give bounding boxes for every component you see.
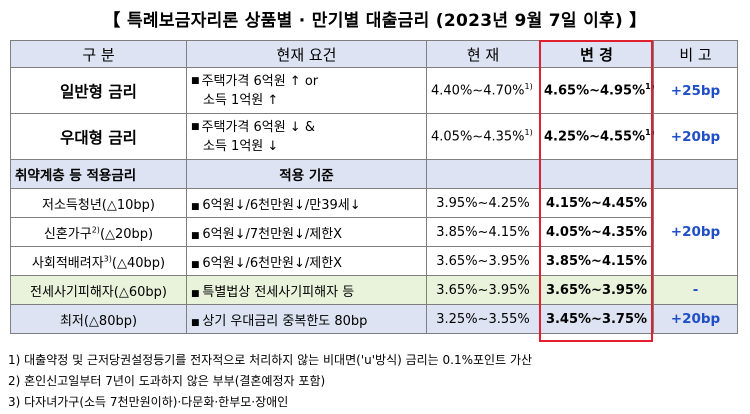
footnotes: 1) 대출약정 및 근저당권설정등기를 전자적으로 처리하지 않는 비대면('u… [8,350,532,413]
bullet-icon: ■ [191,317,203,328]
vulnerable-current: 3.25%~3.55% [426,304,540,334]
vulnerable-changed: 3.85%~4.15% [539,246,654,276]
bullet-icon: ■ [191,75,200,86]
vulnerable-group-diff: +20bp [653,188,738,276]
vulnerable-row: 사회적배려자3)(△40bp) ■ 6억원↓/6천만원↓/제한X 3.65%~3… [10,246,738,276]
vulnerable-header-criteria: 적용 기준 [186,159,427,189]
vulnerable-row: 저소득청년(△10bp) ■ 6억원↓/6천만원↓/만39세↓ 3.95%~4.… [10,188,738,276]
header-changed: 변 경 [539,40,654,68]
general-changed: 4.65%~4.95%1) [539,67,654,114]
row-general: 일반형 금리 ■ 주택가격 6억원 ↑ or 소득 1억원 ↑ 4.40%~4.7… [10,67,738,114]
vulnerable-row: 신혼가구2)(△20bp) ■ 6억원↓/7천만원↓/제한X 3.85%~4.1… [10,217,738,247]
preferential-name: 우대형 금리 [10,113,187,160]
general-condition: ■ 주택가격 6억원 ↑ or 소득 1억원 ↑ [186,67,427,114]
page-title: 【 특례보금자리론 상품별 · 만기별 대출금리 (2023년 9월 7일 이후… [103,11,647,31]
vulnerable-diff: +20bp [653,304,738,334]
preferential-current: 4.05%~4.35%1) [426,113,540,160]
preferential-condition: ■ 주택가격 6억원 ↓ & 소득 1억원 ↓ [186,113,427,160]
vulnerable-condition: ■ 6억원↓/6천만원↓/만39세↓ [186,188,427,218]
header-compare: 비 고 [653,40,738,68]
vulnerable-name: 사회적배려자3)(△40bp) [10,246,187,276]
vulnerable-changed: 3.65%~3.95% [539,275,654,305]
row-preferential: 우대형 금리 ■ 주택가격 6억원 ↓ & 소득 1억원 ↓ 4.05%~4.35… [10,113,738,160]
footnote: 3) 다자녀가구(소득 7천만원이하)·다문화·한부모·장애인 [8,395,289,409]
vulnerable-row-lowest: 최저(△80bp) ■ 상기 우대금리 중복한도 80bp 3.25%~3.55… [10,304,738,334]
general-current: 4.40%~4.70%1) [426,67,540,114]
vulnerable-row-fraud: 전세사기피해자(△60bp) ■ 특별법상 전세사기피해자 등 3.65%~3.… [10,275,738,305]
bullet-icon: ■ [191,259,203,270]
header-condition: 현재 요건 [186,40,427,68]
vulnerable-changed: 4.15%~4.45% [539,188,654,218]
vulnerable-current: 3.95%~4.25% [426,188,540,218]
footnote: 2) 혼인신고일부터 7년이 도과하지 않은 부부(결혼예정자 포함) [8,374,326,388]
general-name: 일반형 금리 [10,67,187,114]
vulnerable-current: 3.65%~3.95% [426,246,540,276]
vulnerable-header-name: 취약계층 등 적용금리 [10,159,187,189]
vulnerable-diff: - [653,275,738,305]
vulnerable-name: 전세사기피해자(△60bp) [10,275,187,305]
header-category: 구 분 [10,40,187,68]
bullet-icon: ■ [191,230,203,241]
vulnerable-name: 최저(△80bp) [10,304,187,334]
vulnerable-condition: ■ 6억원↓/6천만원↓/제한X [186,246,427,276]
preferential-changed: 4.25%~4.55%1) [539,113,654,160]
preferential-diff: +20bp [653,113,738,160]
footnote: 1) 대출약정 및 근저당권설정등기를 전자적으로 처리하지 않는 비대면('u… [8,353,533,367]
vulnerable-name: 저소득청년(△10bp) [10,188,187,218]
rate-table: 구 분 현재 요건 현 재 변 경 비 고 일반형 금리 ■ 주택가격 6억원 ↑… [10,40,738,334]
vulnerable-condition: ■ 상기 우대금리 중복한도 80bp [186,304,427,334]
vulnerable-current: 3.65%~3.95% [426,275,540,305]
vulnerable-changed: 4.05%~4.35% [539,217,654,247]
vulnerable-header-row: 취약계층 등 적용금리 적용 기준 [10,159,738,189]
table-header-row: 구 분 현재 요건 현 재 변 경 비 고 [10,40,738,68]
bullet-icon: ■ [191,288,203,299]
bullet-icon: ■ [191,121,200,132]
vulnerable-name: 신혼가구2)(△20bp) [10,217,187,247]
vulnerable-condition: ■ 특별법상 전세사기피해자 등 [186,275,427,305]
bullet-icon: ■ [191,201,203,212]
header-current: 현 재 [426,40,540,68]
general-diff: +25bp [653,67,738,114]
vulnerable-current: 3.85%~4.15% [426,217,540,247]
vulnerable-changed: 3.45%~3.75% [539,304,654,334]
vulnerable-condition: ■ 6억원↓/7천만원↓/제한X [186,217,427,247]
